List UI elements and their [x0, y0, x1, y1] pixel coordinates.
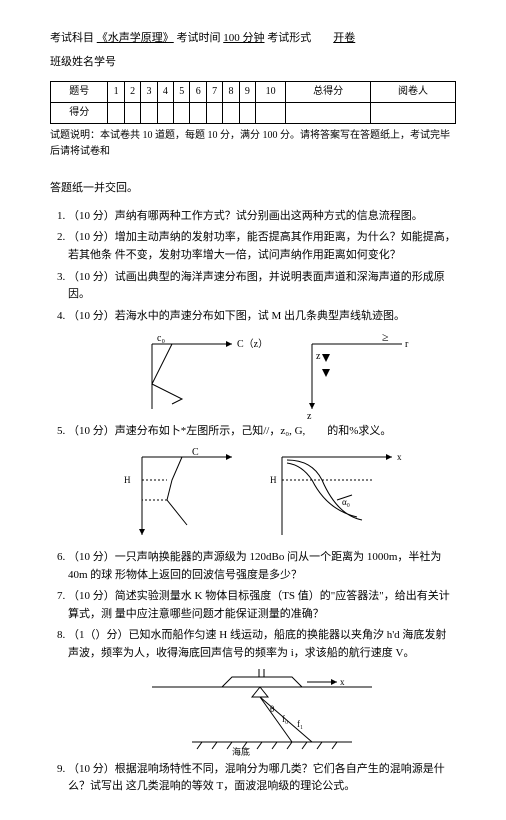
question-9: （10 分）根据混响场特性不同，混响分为哪几类？它们各自产生的混响源是什么？试写… — [68, 761, 456, 796]
grader-label: 阅卷人 — [371, 82, 456, 103]
svg-text:x: x — [340, 677, 345, 687]
exam-header: 考试科目 《水声学原理》 考试时间 100 分钟 考试形式 开卷 — [50, 30, 456, 48]
svg-text:H: H — [124, 475, 131, 485]
svg-text:θ: θ — [270, 704, 274, 714]
question-3: （10 分）试画出典型的海洋声速分布图，并说明表面声道和深海声道的形成原因。 — [68, 269, 456, 304]
question-4: （10 分）若海水中的声速分布如下图，试 M 出几条典型声线轨迹图。 — [68, 308, 456, 326]
question-1: （10 分）声纳有哪两种工作方式？试分别画出这两种方式的信息流程图。 — [68, 208, 456, 226]
svg-text:H: H — [270, 475, 277, 485]
triangle-icon — [322, 369, 330, 377]
header-form-label: 考试形式 — [267, 32, 311, 44]
arrow-right-icon — [226, 341, 232, 347]
question-8: （1（）分）已知水而船作匀速 H 线运动，船底的换能器以夹角汐 h'd 海底发射… — [68, 627, 456, 662]
figure-1: c₀ C（z） ≥ r z z — [68, 329, 456, 419]
arrow-down-icon — [309, 403, 315, 409]
z-label: z — [307, 411, 312, 419]
row1-label: 题号 — [51, 82, 108, 103]
question-7: （10 分）简述实验测量水 K 物体目标强度（TS 值）的"应答器法"，给出有关… — [68, 588, 456, 623]
header-subject: 《水声学原理》 — [97, 32, 174, 44]
arrow-right-icon — [386, 454, 392, 460]
question-5: （10 分）声速分布如卜*左图所示，己知//，z₀, G, 的和%求义。 — [68, 423, 456, 441]
col-1: 1 — [108, 82, 124, 103]
figure-2: C H x H α₀ — [68, 445, 456, 545]
score-table: 题号 1 2 3 4 5 6 7 8 9 10 总得分 阅卷人 得分 — [50, 81, 456, 124]
question-2: （10 分）增加主动声纳的发射功率，能否提高其作用距离，为什么？如能提高，若其他… — [68, 229, 456, 264]
col-3: 3 — [141, 82, 157, 103]
question-list: （10 分）声纳有哪两种工作方式？试分别画出这两种方式的信息流程图。 （10 分… — [50, 208, 456, 796]
col-9: 9 — [239, 82, 255, 103]
seabed-label: 海底 — [232, 746, 250, 757]
svg-text:f₁: f₁ — [297, 719, 303, 729]
dual-profile-icon: C H x H α₀ — [112, 445, 412, 545]
z-small-label: z — [316, 351, 321, 362]
table-row: 题号 1 2 3 4 5 6 7 8 9 10 总得分 阅卷人 — [51, 82, 456, 103]
exam-note: 试题说明：本试卷共 10 道题，每题 10 分，满分 100 分。请将答案写在答… — [50, 128, 456, 160]
return-line: 答题纸一并交回。 — [50, 180, 456, 198]
sound-speed-profile-icon: c₀ C（z） ≥ r z z — [112, 329, 412, 419]
header-time-label: 考试时间 — [177, 32, 221, 44]
c0-label: c₀ — [157, 333, 165, 344]
arrow-right-icon — [331, 679, 337, 685]
svg-text:x: x — [397, 452, 402, 462]
triangle-icon — [322, 354, 330, 362]
col-6: 6 — [190, 82, 206, 103]
arrow-right-icon — [226, 454, 232, 460]
header-form-value: 开卷 — [333, 32, 355, 44]
row2-label: 得分 — [51, 103, 108, 124]
col-7: 7 — [206, 82, 222, 103]
c-label: C — [192, 447, 199, 458]
col-10: 10 — [256, 82, 286, 103]
profile-line — [152, 344, 182, 404]
figure-3: θ f₀ f₁ x 海底 — [68, 667, 456, 757]
col-4: 4 — [157, 82, 173, 103]
col-2: 2 — [124, 82, 140, 103]
header-prefix: 考试科目 — [50, 32, 94, 44]
svg-text:α₀: α₀ — [342, 497, 350, 507]
arrow-down-icon — [139, 529, 145, 535]
r-label: r — [405, 339, 409, 350]
class-line: 班级姓名学号 — [50, 54, 456, 72]
question-6: （10 分）一只声呐换能器的声源级为 120dBo 问从一个距离为 1000m，… — [68, 549, 456, 584]
col-5: 5 — [174, 82, 190, 103]
ship-sonar-icon: θ f₀ f₁ x 海底 — [132, 667, 392, 757]
cz-label: C（z） — [237, 338, 268, 350]
geq-label: ≥ — [382, 330, 389, 344]
svg-text:f₀: f₀ — [282, 714, 288, 724]
col-8: 8 — [223, 82, 239, 103]
table-row: 得分 — [51, 103, 456, 124]
total-label: 总得分 — [286, 82, 371, 103]
header-time-value: 100 分钟 — [223, 32, 264, 44]
